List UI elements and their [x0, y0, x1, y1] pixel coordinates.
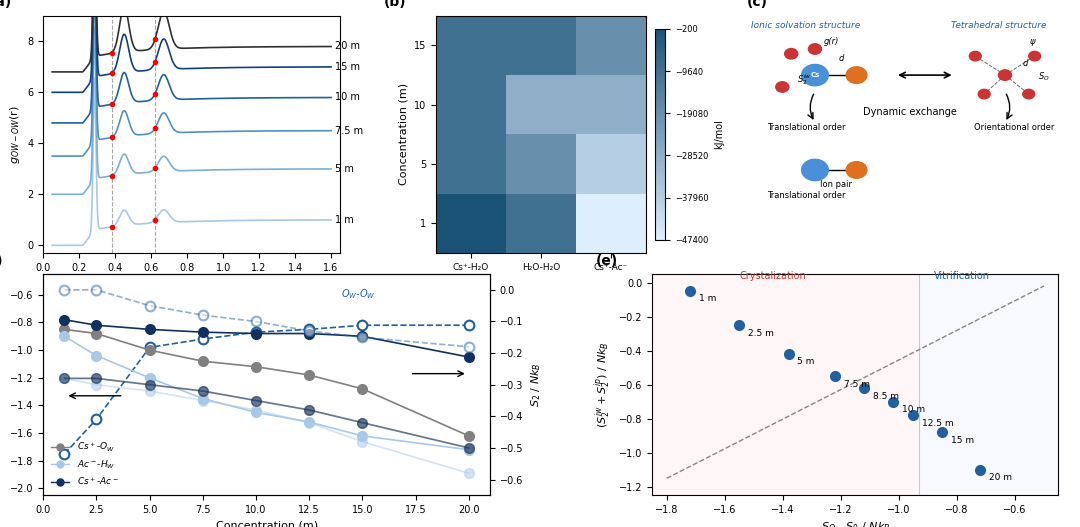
- $Cs^+$-$O_W$: [356, 386, 369, 392]
- $Cs^+$-$O_W$: [249, 364, 262, 370]
- Text: Crystalization: Crystalization: [739, 271, 806, 281]
- Text: 7.5 m: 7.5 m: [335, 125, 363, 135]
- Circle shape: [801, 64, 828, 86]
- Text: g(r): g(r): [824, 37, 839, 46]
- Text: 5 m: 5 m: [797, 357, 814, 366]
- $O_W$-$O_W$: [197, 336, 210, 342]
- $O_W$-$O_W$: [249, 329, 262, 335]
- Circle shape: [809, 44, 822, 54]
- Line: $O_W$-$O_W$: $O_W$-$O_W$: [59, 320, 474, 458]
- Text: (a): (a): [0, 0, 12, 9]
- Text: 2.5 m: 2.5 m: [748, 328, 773, 337]
- Text: $O_W$-$O_W$: $O_W$-$O_W$: [341, 288, 376, 301]
- Text: (d): (d): [0, 254, 3, 268]
- Text: d: d: [1023, 58, 1028, 67]
- Circle shape: [998, 70, 1012, 80]
- $Cs^+$-$Ac^-$: [302, 330, 315, 337]
- $Cs^+$-$Ac^-$: [144, 326, 157, 333]
- Text: Dynamic exchange: Dynamic exchange: [863, 108, 957, 118]
- $Ac^-$-$H_W$: [197, 395, 210, 402]
- $Cs^+$-$O_W$: [58, 326, 71, 333]
- Text: Tetrahedral structure: Tetrahedral structure: [951, 21, 1047, 30]
- $Ac^-$-$H_W$: [462, 446, 475, 453]
- $Cs^+$-$O_W$: [144, 347, 157, 353]
- Y-axis label: kJ/mol: kJ/mol: [714, 120, 725, 149]
- $Cs^+$-$O_W$: [90, 330, 103, 337]
- Text: Orientational order: Orientational order: [974, 123, 1054, 132]
- $O_W$-$O_W$: [144, 344, 157, 350]
- Circle shape: [846, 162, 867, 178]
- X-axis label: r (nm): r (nm): [174, 278, 210, 288]
- Circle shape: [785, 48, 798, 59]
- Text: (c): (c): [746, 0, 768, 9]
- $Cs^+$-$Ac^-$: [462, 354, 475, 360]
- Text: $S_O$: $S_O$: [1038, 71, 1050, 83]
- Text: 15 m: 15 m: [951, 436, 974, 445]
- $O_W$-$O_W$: [58, 451, 71, 457]
- Legend: $Cs^+$-$O_W$, $Ac^-$-$H_W$, $Cs^+$-$Ac^-$: $Cs^+$-$O_W$, $Ac^-$-$H_W$, $Cs^+$-$Ac^-…: [48, 437, 122, 491]
- X-axis label: Concentration (m): Concentration (m): [216, 521, 318, 527]
- $Cs^+$-$O_W$: [197, 358, 210, 364]
- Text: 5 m: 5 m: [335, 164, 353, 174]
- $Ac^-$-$H_W$: [58, 333, 71, 339]
- Text: 12.5 m: 12.5 m: [922, 419, 954, 428]
- Text: Vitrification: Vitrification: [933, 271, 989, 281]
- $Ac^-$-$H_W$: [90, 353, 103, 359]
- Text: (b): (b): [383, 0, 406, 9]
- Text: 10 m: 10 m: [902, 405, 924, 414]
- Text: Cs: Cs: [810, 72, 820, 78]
- Y-axis label: Concentration (m): Concentration (m): [399, 83, 408, 186]
- Circle shape: [1023, 89, 1035, 99]
- Text: d: d: [839, 54, 845, 63]
- Circle shape: [970, 51, 982, 61]
- $Ac^-$-$H_W$: [249, 409, 262, 415]
- Text: $\psi$: $\psi$: [1029, 37, 1037, 48]
- Circle shape: [801, 159, 828, 181]
- $Cs^+$-$Ac^-$: [249, 330, 262, 337]
- Text: 1 m: 1 m: [699, 295, 716, 304]
- $Cs^+$-$O_W$: [462, 433, 475, 439]
- $O_W$-$O_W$: [356, 322, 369, 328]
- $Ac^-$-$H_W$: [144, 375, 157, 381]
- Y-axis label: $S_Q$ - $S_0$ / $Nk_B$: $S_Q$ - $S_0$ / $Nk_B$: [0, 350, 4, 419]
- $Ac^-$-$H_W$: [356, 433, 369, 439]
- $Cs^+$-$Ac^-$: [356, 333, 369, 339]
- $Cs^+$-$Ac^-$: [90, 322, 103, 328]
- Text: 8.5 m: 8.5 m: [873, 392, 899, 401]
- Text: Translational order: Translational order: [767, 191, 846, 200]
- $Cs^+$-$Ac^-$: [197, 329, 210, 335]
- $O_W$-$O_W$: [90, 416, 103, 423]
- Text: 20 m: 20 m: [335, 42, 360, 52]
- $Ac^-$-$H_W$: [302, 419, 315, 425]
- Bar: [919, 274, 1058, 495]
- Y-axis label: $S_2$ / $Nk_B$: $S_2$ / $Nk_B$: [529, 363, 542, 407]
- Text: Translational order: Translational order: [767, 123, 846, 132]
- $Cs^+$-$Ac^-$: [58, 317, 71, 323]
- Text: (e): (e): [595, 254, 618, 268]
- $O_W$-$O_W$: [302, 326, 315, 333]
- $O_W$-$O_W$: [462, 322, 475, 328]
- Y-axis label: $g_{OW-OW}$(r): $g_{OW-OW}$(r): [8, 105, 22, 164]
- Text: 10 m: 10 m: [335, 92, 360, 102]
- Text: 15 m: 15 m: [335, 62, 360, 72]
- $Cs^+$-$O_W$: [302, 372, 315, 378]
- Line: $Cs^+$-$Ac^-$: $Cs^+$-$Ac^-$: [59, 315, 474, 362]
- Circle shape: [775, 82, 788, 92]
- Text: 7.5 m: 7.5 m: [843, 379, 869, 388]
- Bar: [652, 274, 919, 495]
- Circle shape: [846, 67, 867, 83]
- Circle shape: [1029, 51, 1041, 61]
- Y-axis label: $(S_2^{iw}+S_2^{ip})$ / $Nk_B$: $(S_2^{iw}+S_2^{ip})$ / $Nk_B$: [593, 341, 613, 428]
- Text: $S_2^{iw}$: $S_2^{iw}$: [797, 72, 811, 87]
- Line: $Ac^-$-$H_W$: $Ac^-$-$H_W$: [59, 331, 474, 455]
- Text: Ion pair: Ion pair: [820, 180, 852, 189]
- Text: Ionic solvation structure: Ionic solvation structure: [752, 21, 861, 30]
- X-axis label: $S_Q$ - $S_0$ / $Nk_B$: $S_Q$ - $S_0$ / $Nk_B$: [821, 521, 890, 527]
- Text: 1 m: 1 m: [335, 215, 353, 225]
- Circle shape: [978, 89, 990, 99]
- Line: $Cs^+$-$O_W$: $Cs^+$-$O_W$: [59, 325, 474, 441]
- Text: 20 m: 20 m: [989, 473, 1012, 482]
